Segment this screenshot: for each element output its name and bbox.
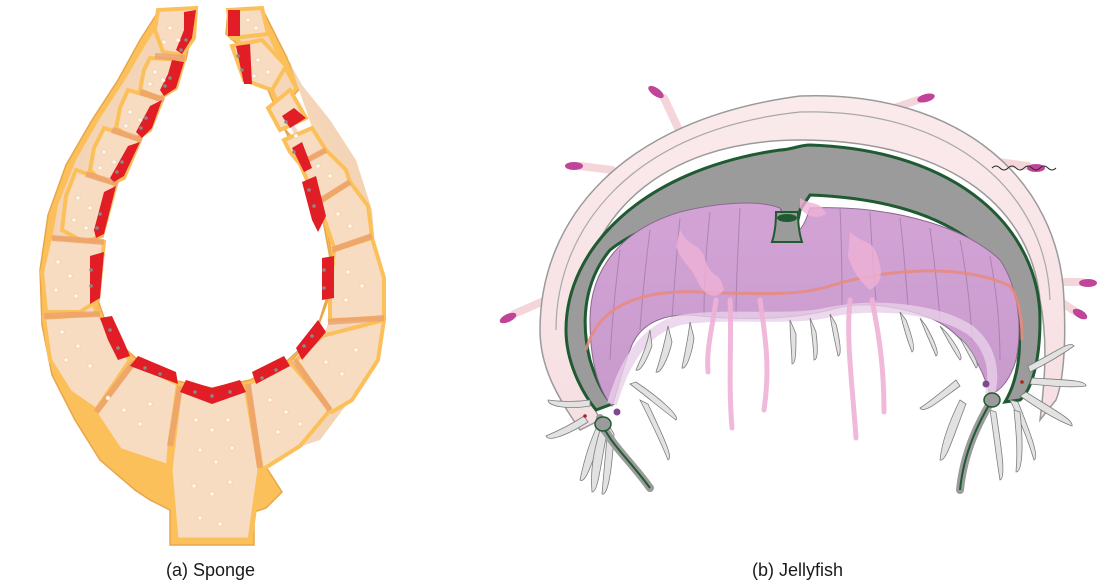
- digestive-canal-right: [956, 396, 996, 494]
- jellyfish-diagram: [499, 85, 1097, 495]
- statocyst-right: [983, 392, 1001, 408]
- bell-edge-texture: [991, 165, 1057, 171]
- oral-arms: [705, 297, 887, 441]
- jellyfish-mesoglea: [589, 202, 1020, 407]
- marginal-tentacles: [545, 311, 1087, 495]
- red-dot-right: [1020, 380, 1024, 384]
- mouth-opening: [777, 214, 797, 222]
- jellyfish-caption: (b) Jellyfish: [752, 560, 844, 580]
- gonads: [676, 198, 881, 296]
- sponge-caption: (a) Sponge: [166, 560, 256, 580]
- ocellus-right: [982, 380, 990, 388]
- velum: [607, 302, 998, 406]
- ocellus-left: [613, 408, 621, 416]
- red-dot-left: [583, 414, 587, 418]
- sponge-dividers: [43, 53, 385, 469]
- statocyst-left: [594, 416, 612, 432]
- sponge-diagram: [39, 5, 387, 546]
- bell-inner-rim: [555, 111, 1051, 331]
- sponge-collar-cells: [89, 38, 326, 398]
- sponge-pores: [53, 17, 365, 527]
- ring-canal: [584, 269, 1024, 351]
